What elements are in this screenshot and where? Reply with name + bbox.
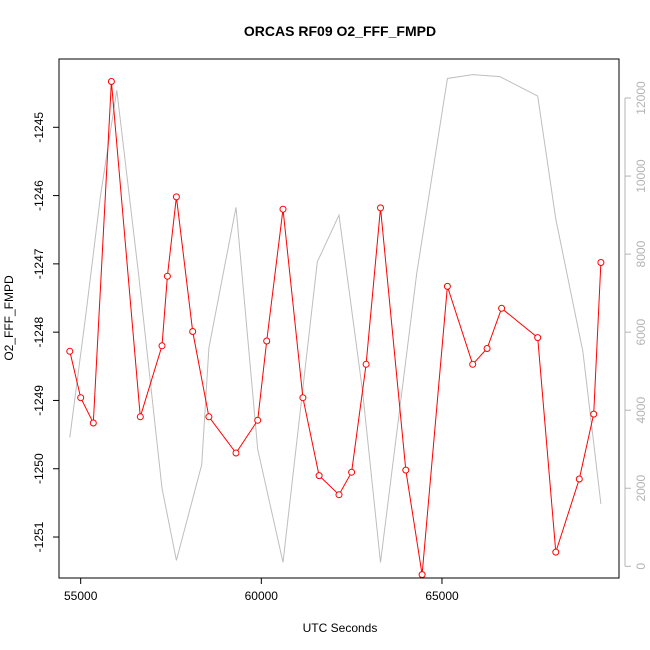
y-tick-label: -1248 xyxy=(32,317,46,348)
data-point xyxy=(158,342,166,350)
primary-series-layer xyxy=(66,78,605,579)
y2-tick-label: 0 xyxy=(634,563,648,570)
data-point xyxy=(263,337,271,345)
data-point xyxy=(534,334,542,342)
y-tick-label: -1247 xyxy=(32,248,46,279)
secondary-series-layer xyxy=(69,74,602,563)
data-point xyxy=(418,571,426,579)
y2-tick-label: 12000 xyxy=(634,81,648,115)
y-tick-label: -1246 xyxy=(32,180,46,211)
data-point xyxy=(597,259,605,266)
data-point xyxy=(299,394,307,402)
data-point xyxy=(348,468,356,476)
plot-frame xyxy=(58,58,620,579)
data-point xyxy=(107,78,115,85)
y2-tick-label: 6000 xyxy=(634,319,648,346)
y-tick-label: -1245 xyxy=(32,112,46,143)
y-axis-left: -1251 -1250 -1249 -1248 -1247 -1246 -1245 xyxy=(32,112,59,552)
data-point xyxy=(279,205,287,213)
y2-tick-label: 2000 xyxy=(634,475,648,502)
data-point xyxy=(77,394,85,402)
y-axis-right: 0 2000 4000 6000 8000 10000 12000 xyxy=(624,81,648,570)
x-axis: 55000 60000 65000 xyxy=(64,578,459,603)
data-point xyxy=(377,204,384,212)
y2-tick-label: 8000 xyxy=(634,240,648,267)
data-point xyxy=(254,416,262,424)
data-point xyxy=(469,360,477,368)
data-point xyxy=(483,345,491,352)
data-point xyxy=(552,548,560,556)
data-point xyxy=(172,193,180,201)
chart-title: ORCAS RF09 O2_FFF_FMPD xyxy=(244,23,436,39)
y-tick-label: -1251 xyxy=(32,521,46,552)
data-point xyxy=(402,466,410,474)
y2-tick-label: 10000 xyxy=(634,159,648,193)
y2-tick-label: 4000 xyxy=(634,397,648,424)
data-point xyxy=(315,472,323,480)
data-point xyxy=(136,413,144,421)
x-axis-label: UTC Seconds xyxy=(303,621,378,635)
data-point xyxy=(335,491,343,499)
data-point xyxy=(362,360,370,368)
data-point xyxy=(575,475,583,483)
x-tick-label: 55000 xyxy=(64,589,98,603)
data-point xyxy=(205,413,213,421)
x-tick-label: 65000 xyxy=(425,589,459,603)
y-tick-label: -1250 xyxy=(32,453,46,484)
x-tick-label: 60000 xyxy=(245,589,279,603)
data-point xyxy=(232,449,240,457)
data-point xyxy=(89,419,97,427)
data-point xyxy=(189,328,197,335)
data-point xyxy=(163,272,171,280)
data-point xyxy=(443,282,451,290)
data-point xyxy=(66,347,74,355)
y-tick-label: -1249 xyxy=(32,385,46,416)
data-point xyxy=(590,410,598,418)
y-axis-label: O2_FFF_FMPD xyxy=(2,275,16,361)
data-point xyxy=(498,304,506,312)
secondary-series-line xyxy=(69,74,602,563)
